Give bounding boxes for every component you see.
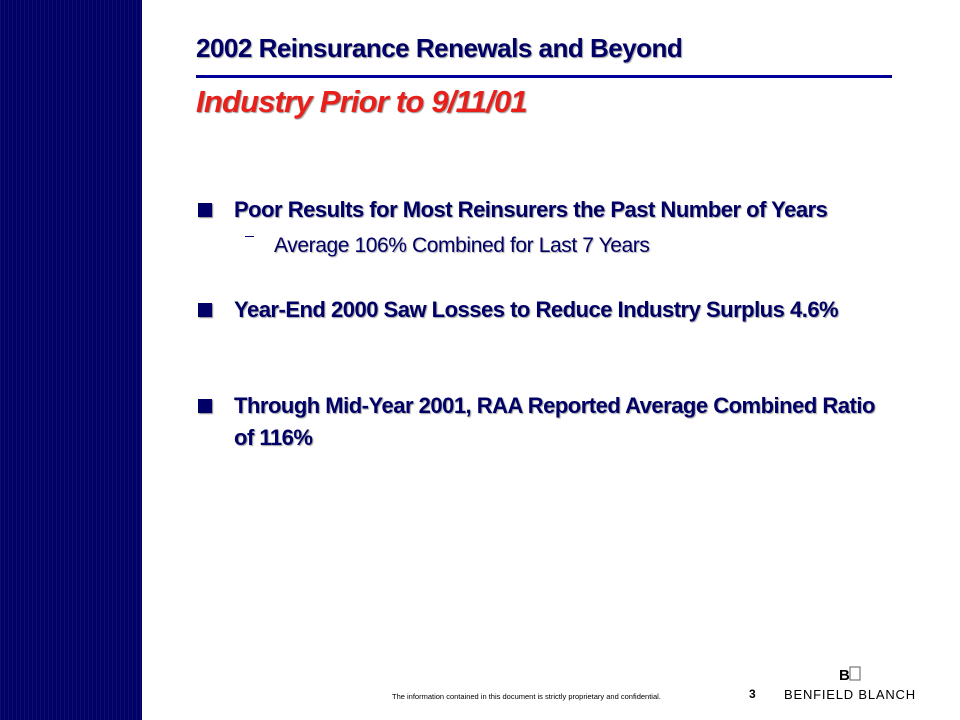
slide-subheading: Industry Prior to 9/11/01 (196, 84, 528, 119)
page-number: 3 (749, 687, 756, 701)
bullet-text: Poor Results for Most Reinsurers the Pas… (234, 197, 828, 222)
bullet-square-icon (198, 203, 212, 217)
sub-bullet-dash-icon (245, 236, 254, 237)
benfield-logo-icon: B (839, 666, 861, 683)
bullet-text: Through Mid-Year 2001, RAA Reported Aver… (234, 393, 875, 450)
slide-heading: 2002 Reinsurance Renewals and Beyond (196, 33, 683, 63)
heading-divider (196, 75, 892, 78)
sub-bullet-text: Average 106% Combined for Last 7 Years (274, 234, 650, 257)
sidebar-band (0, 0, 142, 720)
bullet-text: Year-End 2000 Saw Losses to Reduce Indus… (234, 297, 839, 322)
bullet-square-icon (198, 303, 212, 317)
bullet-square-icon (198, 399, 212, 413)
logo-mark-b: B (839, 667, 850, 683)
confidentiality-note: The information contained in this docume… (392, 692, 661, 701)
company-logo-text: BENFIELD BLANCH (784, 687, 916, 702)
